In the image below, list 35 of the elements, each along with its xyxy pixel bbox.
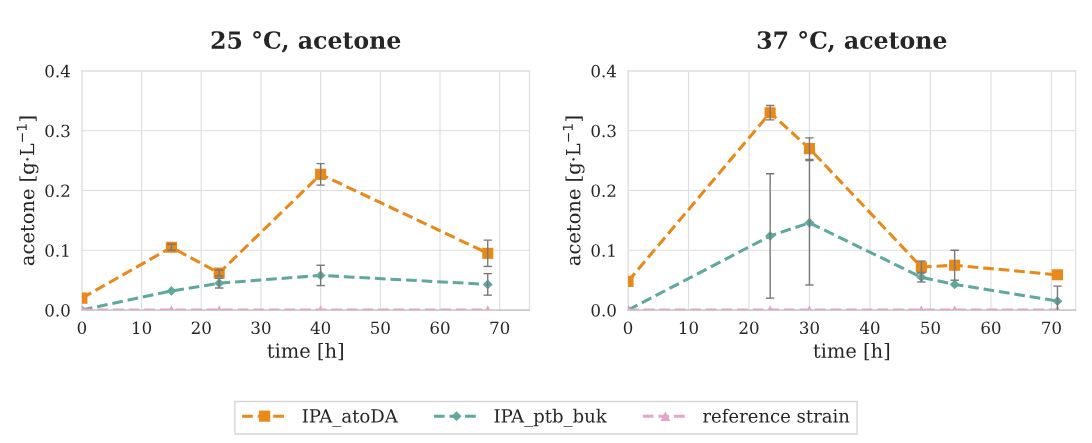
x-tick-label: 30 xyxy=(800,321,819,335)
y-tick-label: 0.0 xyxy=(45,304,70,317)
y-tick-label: 0.4 xyxy=(45,64,70,78)
legend-label: IPA_atoDA xyxy=(302,409,398,427)
y-tick-label: 0.3 xyxy=(45,124,70,138)
x-tick-label: 40 xyxy=(310,321,331,335)
x-tick-label: 20 xyxy=(739,321,759,335)
y-tick-label: 0.1 xyxy=(591,244,615,257)
y-tick-label: 0.1 xyxy=(45,244,69,257)
x-tick-label: 60 xyxy=(430,321,450,335)
y-tick-label: 0.4 xyxy=(591,64,617,78)
x-tick-label: 70 xyxy=(1042,321,1061,335)
chart-title: 25 °C, acetone xyxy=(211,30,401,53)
x-tick-label: 50 xyxy=(921,321,940,335)
x-tick-label: 20 xyxy=(191,321,211,335)
x-tick-label: 30 xyxy=(251,321,271,335)
x-tick-label: 40 xyxy=(859,321,880,335)
y-axis-title: acetone [g·L$^{−1}$] xyxy=(562,116,585,266)
y-tick-label: 0.0 xyxy=(591,304,616,317)
x-axis-title: time [h] xyxy=(813,342,890,361)
y-tick-label: 0.2 xyxy=(45,184,70,198)
y-axis-title: acetone [g·L$^{−1}$] xyxy=(16,116,39,266)
x-tick-label: 0 xyxy=(623,321,633,335)
legend-label: IPA_ptb_buk xyxy=(494,408,607,427)
x-tick-label: 50 xyxy=(371,321,390,335)
x-axis-title: time [h] xyxy=(267,342,343,361)
y-tick-label: 0.2 xyxy=(591,184,616,198)
x-tick-label: 70 xyxy=(490,321,510,335)
x-tick-label: 60 xyxy=(981,321,1001,335)
legend-label: reference strain xyxy=(703,408,850,423)
chart-title: 37 °C, acetone xyxy=(757,30,947,53)
y-tick-label: 0.3 xyxy=(591,124,616,138)
x-tick-label: 0 xyxy=(77,321,87,335)
x-tick-label: 10 xyxy=(679,321,698,335)
x-tick-label: 10 xyxy=(133,321,152,335)
